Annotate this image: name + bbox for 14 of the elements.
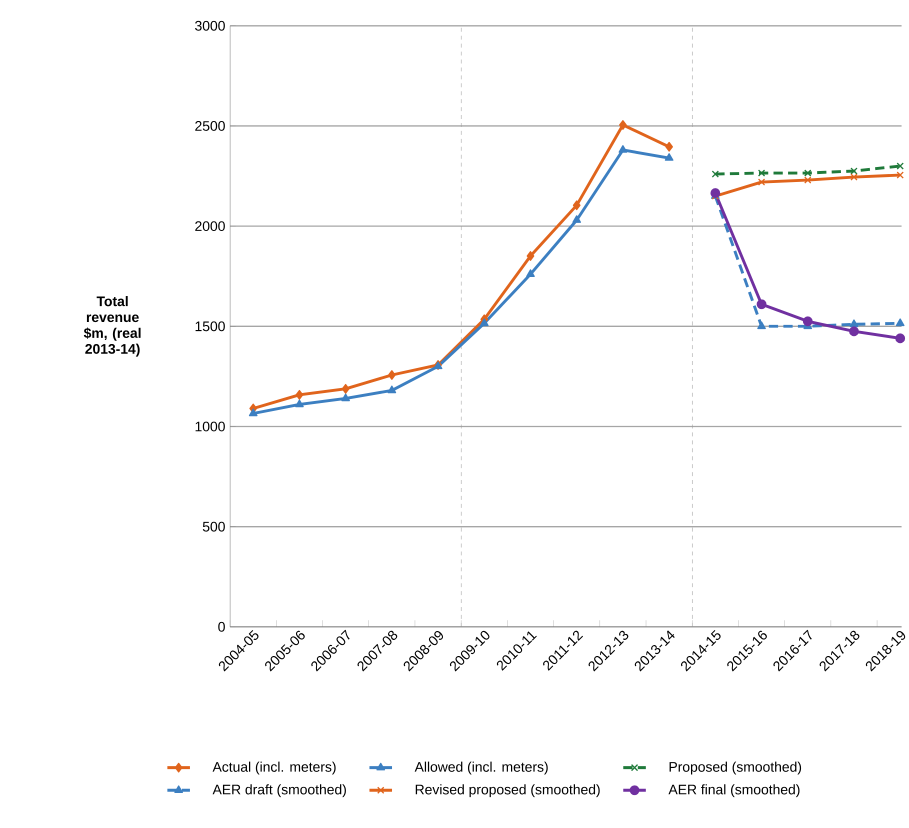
y-tick-label: 1500 <box>196 321 225 332</box>
y-tick-label: 500 <box>202 522 225 532</box>
legend-label: Proposed (smoothed) <box>670 762 802 774</box>
legend-label: AER draft (smoothed) <box>212 784 346 798</box>
y-tick-label: 2000 <box>195 221 225 231</box>
legend-label: Actual (incl. meters) <box>212 762 336 774</box>
y-axis-title: Total revenue $m, (real 2013-14) <box>84 296 141 357</box>
y-tick-label: 1000 <box>196 421 225 432</box>
legend-label: Revised proposed (smoothed) <box>416 784 600 798</box>
y-tick-label: 2500 <box>195 120 225 131</box>
legend-label: Allowed (incl. meters) <box>414 762 548 774</box>
legend-label: AER final (smoothed) <box>668 784 800 798</box>
y-tick-label: 3000 <box>195 20 225 31</box>
y-tick-label: 0 <box>218 622 225 632</box>
